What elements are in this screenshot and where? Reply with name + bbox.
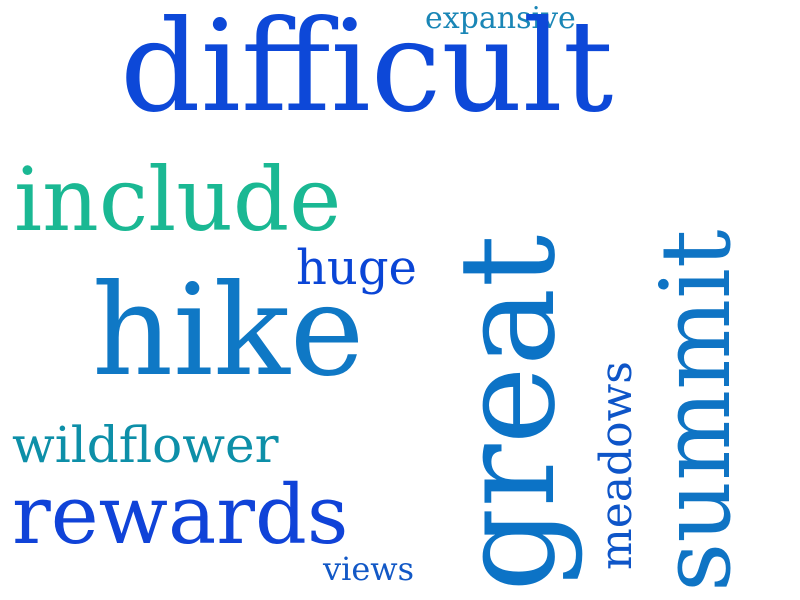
word-meadows: meadows xyxy=(591,361,642,570)
word-views: views xyxy=(323,550,415,588)
word-hike: hike xyxy=(92,257,365,404)
word-include: include xyxy=(14,148,342,251)
word-rewards: rewards xyxy=(12,469,349,563)
word-expansive: expansive xyxy=(425,1,576,36)
word-difficult: difficult xyxy=(120,0,614,140)
word-wildflower: wildflower xyxy=(12,416,279,474)
word-huge: huge xyxy=(296,240,417,296)
word-great: great xyxy=(431,234,585,592)
word-summit: summit xyxy=(640,229,752,592)
